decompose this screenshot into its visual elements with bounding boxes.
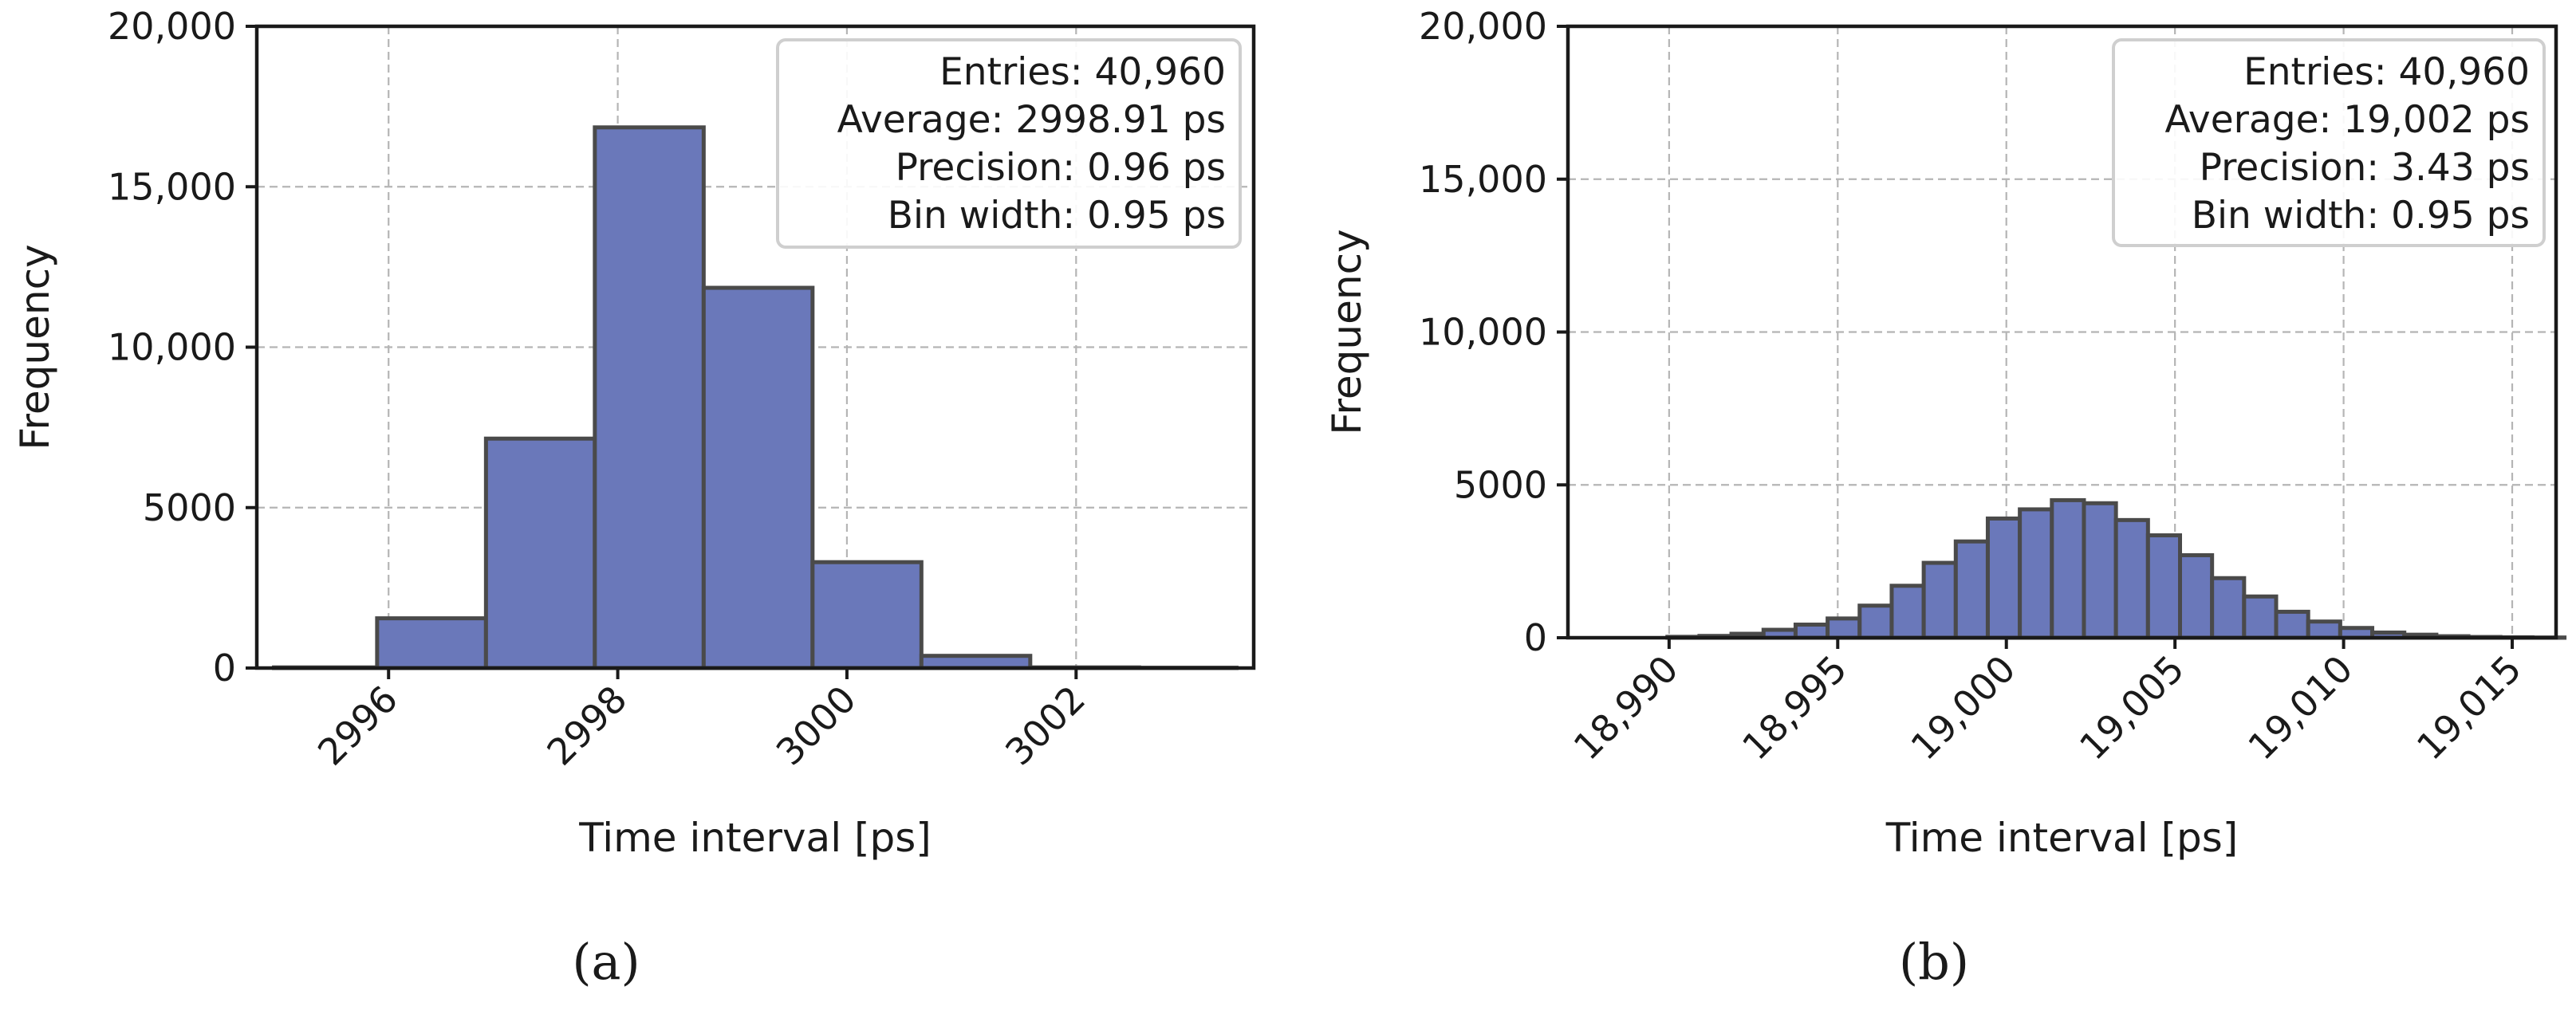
histogram-bar <box>810 560 924 670</box>
histogram-bar <box>2145 533 2183 640</box>
histogram-bar <box>593 125 706 670</box>
histogram-bar <box>2050 497 2086 640</box>
y-tick-label: 5000 <box>1454 463 1547 506</box>
x-axis-label: Time interval [ps] <box>578 815 932 861</box>
panel-caption: (b) <box>1899 933 1969 991</box>
histogram-bar <box>2274 609 2310 640</box>
legend-text: Bin width: 0.95 ps <box>888 194 1226 238</box>
histogram-bar <box>375 616 488 670</box>
histogram-bar <box>1793 623 1830 640</box>
x-tick-label: 18,990 <box>1566 647 1687 768</box>
histogram-bar <box>1857 603 1894 640</box>
histogram-bar <box>1921 560 1958 640</box>
y-tick-label: 10,000 <box>108 326 236 369</box>
legend-box <box>776 38 1242 249</box>
x-tick-label: 3000 <box>768 678 865 774</box>
histogram-bar <box>483 436 597 670</box>
x-tick-label: 19,010 <box>2239 647 2361 768</box>
legend-text: Average: 2998.91 ps <box>837 98 1226 142</box>
x-tick-label: 19,005 <box>2071 647 2192 768</box>
histogram-bar <box>1985 516 2023 640</box>
histogram-bar <box>1889 584 1926 640</box>
legend-text: Average: 19,002 ps <box>2165 98 2531 142</box>
y-tick-label: 15,000 <box>1419 158 1547 201</box>
x-tick-label: 19,015 <box>2409 647 2530 768</box>
x-tick-label: 2996 <box>309 678 406 774</box>
x-tick-label: 18,995 <box>1734 647 1855 768</box>
histogram-bar <box>2306 619 2342 640</box>
histogram-bar <box>2113 517 2150 640</box>
y-axis-label: Frequency <box>12 244 58 450</box>
histogram-bar <box>2082 501 2118 640</box>
y-tick-label: 20,000 <box>108 5 236 48</box>
y-tick-label: 0 <box>1524 616 1547 659</box>
legend-text: Entries: 40,960 <box>2243 50 2530 94</box>
y-axis-label: Frequency <box>1324 229 1370 434</box>
y-tick-label: 20,000 <box>1419 5 1547 48</box>
x-tick-label: 2998 <box>538 678 635 774</box>
histogram-bar <box>2018 507 2054 640</box>
histogram-bar <box>1826 616 1862 640</box>
x-tick-label: 19,000 <box>1902 647 2023 768</box>
y-tick-label: 0 <box>213 647 236 690</box>
histogram-bar <box>2210 576 2247 640</box>
legend-text: Entries: 40,960 <box>939 50 1226 94</box>
y-tick-label: 15,000 <box>108 165 236 208</box>
histogram-bar <box>919 654 1033 670</box>
histogram-bar <box>1953 539 1990 640</box>
chart-panel-a: 0 5000 10,000 15,000 20,000 2996 2998 3000 3002 T… <box>12 5 1256 991</box>
histogram-bar <box>2178 552 2215 640</box>
x-tick-label: 3002 <box>997 678 1093 774</box>
legend-text: Precision: 3.43 ps <box>2200 146 2530 190</box>
histogram-bar <box>2242 594 2279 640</box>
histogram-bar <box>701 285 815 670</box>
y-tick-label: 5000 <box>143 486 236 529</box>
x-axis-label: Time interval [ps] <box>1885 815 2239 861</box>
chart-panel-b: 0 5000 10,000 15,000 20,000 18,990 18,995 19,00… <box>1324 5 2567 991</box>
legend-text: Bin width: 0.95 ps <box>2192 194 2530 238</box>
legend-box <box>2112 38 2546 247</box>
legend-text: Precision: 0.96 ps <box>896 146 1226 190</box>
panel-caption: (a) <box>572 933 640 991</box>
y-tick-label: 10,000 <box>1419 311 1547 354</box>
